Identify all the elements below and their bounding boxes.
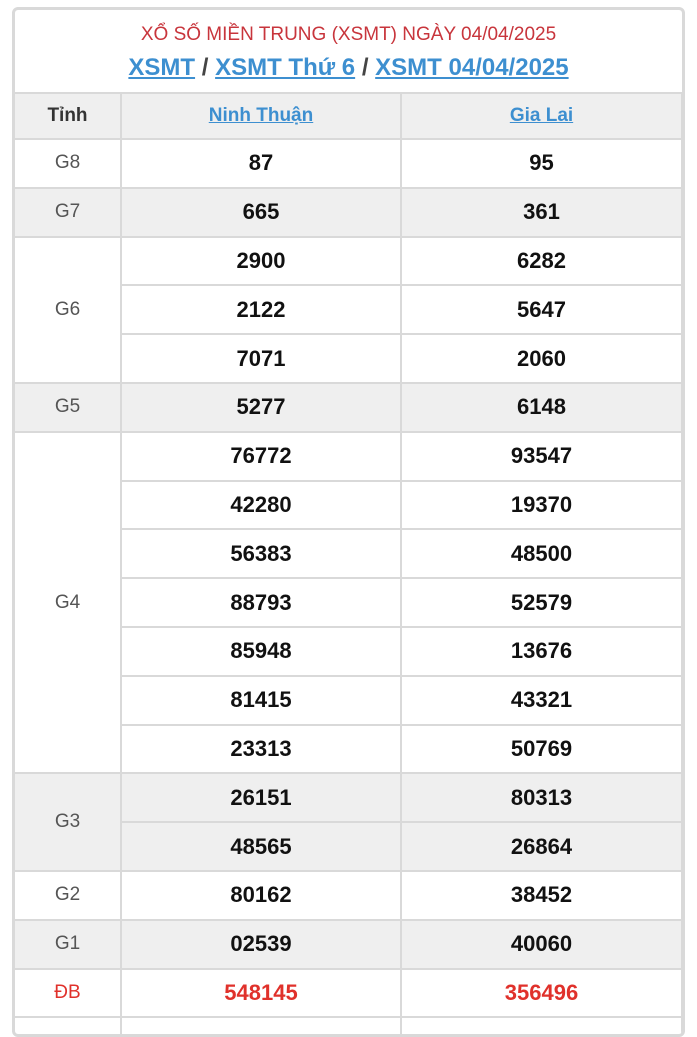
table-row: 42280 19370	[15, 479, 682, 531]
breadcrumb-xsmt-friday[interactable]: XSMT Thứ 6	[215, 54, 356, 81]
prize-number: 81415	[120, 674, 402, 726]
prize-label: ĐB	[15, 967, 122, 1019]
prize-number: 02539	[120, 918, 402, 970]
prize-number: 38452	[400, 869, 682, 921]
prize-number: 80313	[400, 772, 682, 824]
table-row: G4 76772 93547	[15, 430, 682, 775]
footer-cell	[400, 1016, 682, 1034]
table-row: 81415 43321	[15, 674, 682, 726]
prize-label: G3	[15, 772, 122, 872]
prize-label: G5	[15, 381, 122, 433]
prize-number: 665	[120, 186, 402, 238]
prize-number: 48565	[120, 821, 402, 872]
province-column-label: Tỉnh	[15, 92, 122, 140]
table-row: G8 87 95	[15, 138, 682, 189]
breadcrumb: XSMT / XSMT Thứ 6 / XSMT 04/04/2025	[15, 54, 682, 82]
prize-number: 43321	[400, 674, 682, 726]
table-row: G7 665 361	[15, 186, 682, 238]
prize-label: G7	[15, 186, 122, 238]
prize-number: 2060	[400, 333, 682, 384]
prize-number: 42280	[120, 479, 402, 531]
province-link-gia-lai[interactable]: Gia Lai	[509, 105, 574, 126]
prize-label: G1	[15, 918, 122, 970]
prize-number: 76772	[120, 430, 402, 482]
results-table: Tỉnh Ninh Thuận Gia Lai G8 87 95 G7 665 361 G6…	[15, 92, 682, 1034]
prize-label: G6	[15, 235, 122, 384]
results-header: XỔ SỐ MIỀN TRUNG (XSMT) NGÀY 04/04/2025 …	[15, 10, 682, 92]
prize-number: 6148	[400, 381, 682, 433]
footer-cell	[120, 1016, 402, 1034]
prize-number: 361	[400, 186, 682, 238]
prize-number: 56383	[120, 528, 402, 580]
breadcrumb-xsmt-date[interactable]: XSMT 04/04/2025	[375, 54, 569, 81]
prize-number: 356496	[400, 967, 682, 1019]
table-row: 7071 2060	[15, 333, 682, 384]
table-row: 23313 50769	[15, 723, 682, 775]
table-row: 56383 48500	[15, 528, 682, 580]
prize-number: 50769	[400, 723, 682, 775]
table-row: 48565 26864	[15, 821, 682, 872]
prize-number: 2900	[120, 235, 402, 287]
table-row: G5 5277 6148	[15, 381, 682, 433]
table-row: 2122 5647	[15, 284, 682, 336]
prize-label: G8	[15, 138, 122, 189]
table-row: G6 2900 6282	[15, 235, 682, 384]
prize-number: 40060	[400, 918, 682, 970]
prize-number: 80162	[120, 869, 402, 921]
footer-cell	[15, 1016, 122, 1034]
table-row: ĐB 548145 356496	[15, 967, 682, 1019]
table-row: G1 02539 40060	[15, 918, 682, 970]
breadcrumb-separator: /	[361, 54, 369, 81]
province-header: Gia Lai	[400, 92, 682, 140]
province-header: Ninh Thuận	[120, 92, 402, 140]
prize-label: G2	[15, 869, 122, 921]
prize-number: 6282	[400, 235, 682, 287]
page-title: XỔ SỐ MIỀN TRUNG (XSMT) NGÀY 04/04/2025	[140, 24, 557, 45]
prize-number: 13676	[400, 625, 682, 677]
prize-number: 548145	[120, 967, 402, 1019]
prize-number: 87	[120, 138, 402, 189]
table-footer-row	[15, 1016, 682, 1034]
prize-number: 2122	[120, 284, 402, 336]
prize-number: 26151	[120, 772, 402, 824]
prize-number: 93547	[400, 430, 682, 482]
prize-number: 23313	[120, 723, 402, 775]
table-row: 88793 52579	[15, 577, 682, 628]
table-row: G2 80162 38452	[15, 869, 682, 921]
province-link-ninh-thuan[interactable]: Ninh Thuận	[208, 105, 314, 126]
table-row: 85948 13676	[15, 625, 682, 677]
prize-number: 26864	[400, 821, 682, 872]
table-row: G3 26151 80313	[15, 772, 682, 872]
table-header-row: Tỉnh Ninh Thuận Gia Lai	[15, 92, 682, 140]
breadcrumb-xsmt[interactable]: XSMT	[128, 54, 196, 81]
prize-number: 7071	[120, 333, 402, 384]
prize-label: G4	[15, 430, 122, 775]
prize-number: 5647	[400, 284, 682, 336]
prize-number: 85948	[120, 625, 402, 677]
prize-number: 88793	[120, 577, 402, 628]
prize-number: 95	[400, 138, 682, 189]
breadcrumb-separator: /	[201, 54, 209, 81]
prize-number: 5277	[120, 381, 402, 433]
prize-number: 48500	[400, 528, 682, 580]
prize-number: 52579	[400, 577, 682, 628]
prize-number: 19370	[400, 479, 682, 531]
results-card: XỔ SỐ MIỀN TRUNG (XSMT) NGÀY 04/04/2025 …	[12, 7, 685, 1037]
